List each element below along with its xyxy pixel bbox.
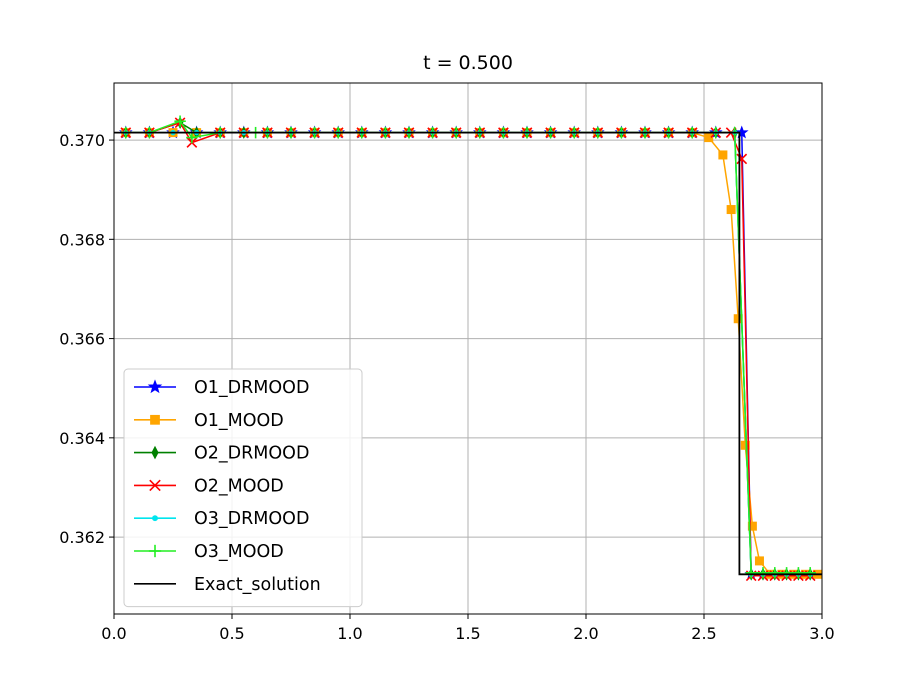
y-tick-label: 0.364 (59, 429, 105, 448)
legend-label: O1_MOOD (194, 411, 284, 431)
legend-box (123, 368, 363, 608)
x-tick-label: 0.5 (219, 624, 244, 643)
legend-label: O2_DRMOOD (194, 444, 309, 464)
y-tick-label: 0.362 (59, 528, 105, 547)
legend-label: O2_MOOD (194, 476, 284, 496)
chart-title: t = 0.500 (423, 52, 513, 74)
plus-marker (186, 131, 198, 144)
square-marker (150, 414, 160, 425)
x-tick-label: 1.0 (337, 624, 362, 643)
series-exact-solution (114, 131, 822, 576)
plus-marker (792, 567, 805, 579)
axis-ticks: 0.0 0.5 1.0 1.5 2.0 2.5 3.0 0.362 0.364 0.366 0.36… (59, 131, 835, 643)
legend-label: O1_DRMOOD (194, 378, 309, 398)
legend-entry: O1_DRMOOD (134, 378, 309, 398)
square-marker (754, 556, 764, 566)
x-marker-stroke (149, 479, 161, 492)
series-line (114, 131, 822, 576)
x-tick-label: 2.5 (691, 624, 716, 643)
y-tick-label: 0.370 (59, 131, 105, 150)
legend-entry: O2_DRMOOD (134, 444, 309, 464)
grid (113, 83, 823, 614)
y-tick-label: 0.368 (59, 230, 105, 249)
point-marker (152, 515, 158, 522)
square-marker (704, 133, 714, 143)
plus-marker (174, 115, 186, 127)
square-marker (740, 440, 750, 450)
x-marker (149, 479, 161, 492)
legend-entry: O1_MOOD (134, 411, 284, 431)
legend-entry: O3_MOOD (134, 542, 284, 562)
plus-marker (804, 567, 816, 579)
legend-entry: O3_DRMOOD (134, 509, 309, 529)
y-tick-label: 0.366 (59, 330, 105, 349)
legend-label: O3_MOOD (194, 542, 284, 562)
plus-marker (745, 567, 757, 579)
star-marker (147, 379, 163, 394)
square-marker (747, 521, 757, 531)
star-marker (734, 125, 749, 139)
x-tick-label: 2.0 (573, 624, 598, 643)
legend-label: O3_DRMOOD (194, 509, 309, 529)
legend-label: Exact_solution (194, 575, 321, 595)
legend-entry: Exact_solution (134, 575, 321, 595)
square-marker (718, 150, 728, 160)
square-marker (733, 314, 743, 324)
series-layer (114, 115, 822, 582)
legend: O1_DRMOOD O1_MOOD O2_DRMOOD O2_MOOD O3_DRMOO… (123, 368, 363, 608)
x-tick-label: 1.5 (455, 624, 480, 643)
x-tick-label: 3.0 (809, 624, 834, 643)
square-marker (726, 205, 736, 215)
plus-marker (780, 567, 793, 579)
diamond-marker (151, 445, 159, 460)
legend-entry: O2_MOOD (134, 476, 284, 496)
plus-marker (757, 567, 769, 579)
plus-marker (769, 567, 781, 579)
x-tick-label: 0.0 (101, 624, 126, 643)
plus-marker (148, 544, 162, 558)
